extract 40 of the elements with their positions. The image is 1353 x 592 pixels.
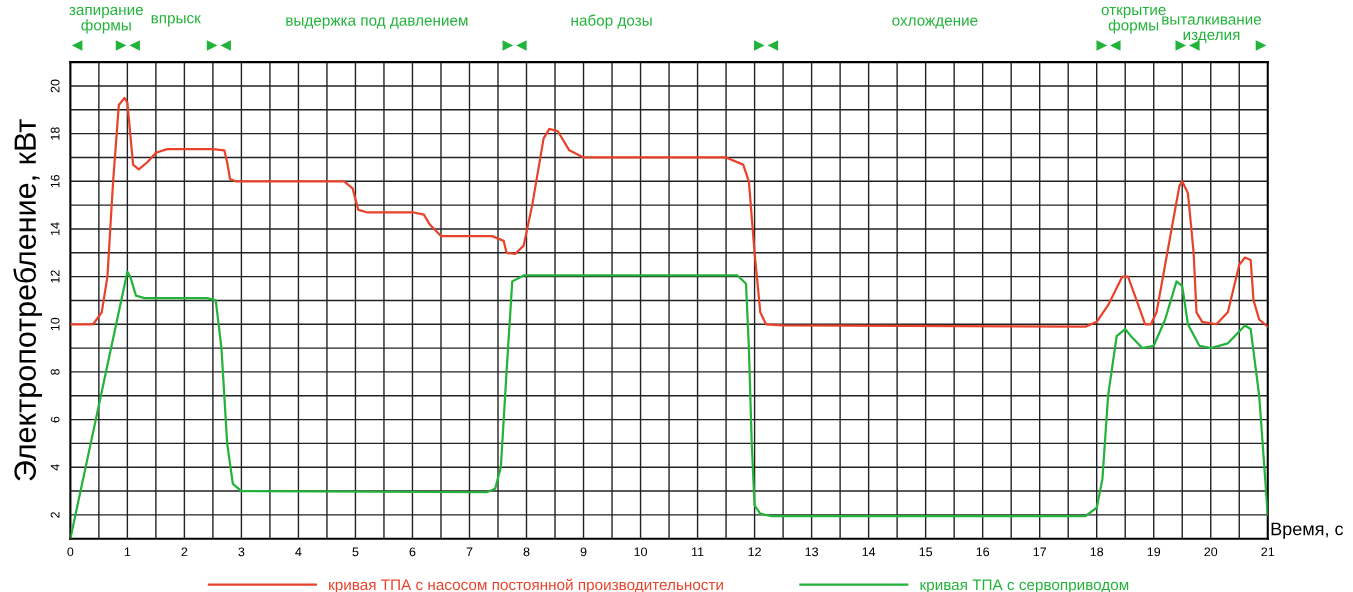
text: выдержка под давлением — [286, 17, 468, 29]
y-axis-title: Электропотребление, кВт — [13, 119, 43, 481]
y-tick-label: 2 — [50, 512, 60, 518]
text: набор дозы — [571, 14, 652, 29]
y-tick-label: 16 — [50, 174, 60, 188]
x-tick-label: 19 — [1147, 547, 1161, 557]
x-tick-label: 6 — [409, 547, 416, 557]
y-tick-label: 8 — [50, 368, 60, 375]
x-tick-label: 10 — [634, 547, 648, 557]
x-tick-label: 9 — [580, 547, 587, 557]
x-tick-label: 20 — [1204, 547, 1218, 557]
text: запирание формы — [69, 6, 143, 34]
x-tick-label: 3 — [238, 547, 245, 557]
x-tick-label: 5 — [352, 547, 359, 557]
text: впрыск — [151, 15, 201, 27]
x-tick-label: 2 — [181, 547, 188, 557]
text: охлождение — [892, 17, 978, 29]
x-tick-label: 17 — [1033, 547, 1047, 557]
y-tick-label: 12 — [50, 270, 60, 283]
x-tick-label: 18 — [1090, 547, 1104, 557]
y-tick-label: 18 — [50, 127, 60, 140]
y-tick-label: 6 — [50, 416, 60, 423]
y-tick-label: 14 — [50, 222, 60, 235]
x-tick-label: 16 — [976, 547, 990, 557]
y-tick-label: 4 — [50, 464, 60, 471]
x-tick-label: 7 — [466, 547, 473, 557]
x-tick-label: 11 — [692, 547, 704, 557]
line-series — [70, 96, 1268, 328]
y-tick-label: 10 — [50, 317, 60, 331]
x-axis-title: Время, с — [1271, 522, 1344, 539]
y-tick-label: 20 — [50, 79, 60, 93]
x-tick-label: 4 — [295, 547, 302, 557]
x-tick-label: 8 — [523, 547, 530, 557]
x-tick-label: 13 — [805, 547, 819, 557]
x-tick-label: 21 — [1261, 547, 1275, 557]
x-tick-label: 12 — [748, 547, 761, 557]
x-tick-label: 0 — [67, 547, 74, 557]
x-tick-label: 1 — [124, 547, 131, 557]
x-tick-label: 14 — [862, 547, 876, 557]
x-tick-label: 15 — [919, 547, 933, 557]
